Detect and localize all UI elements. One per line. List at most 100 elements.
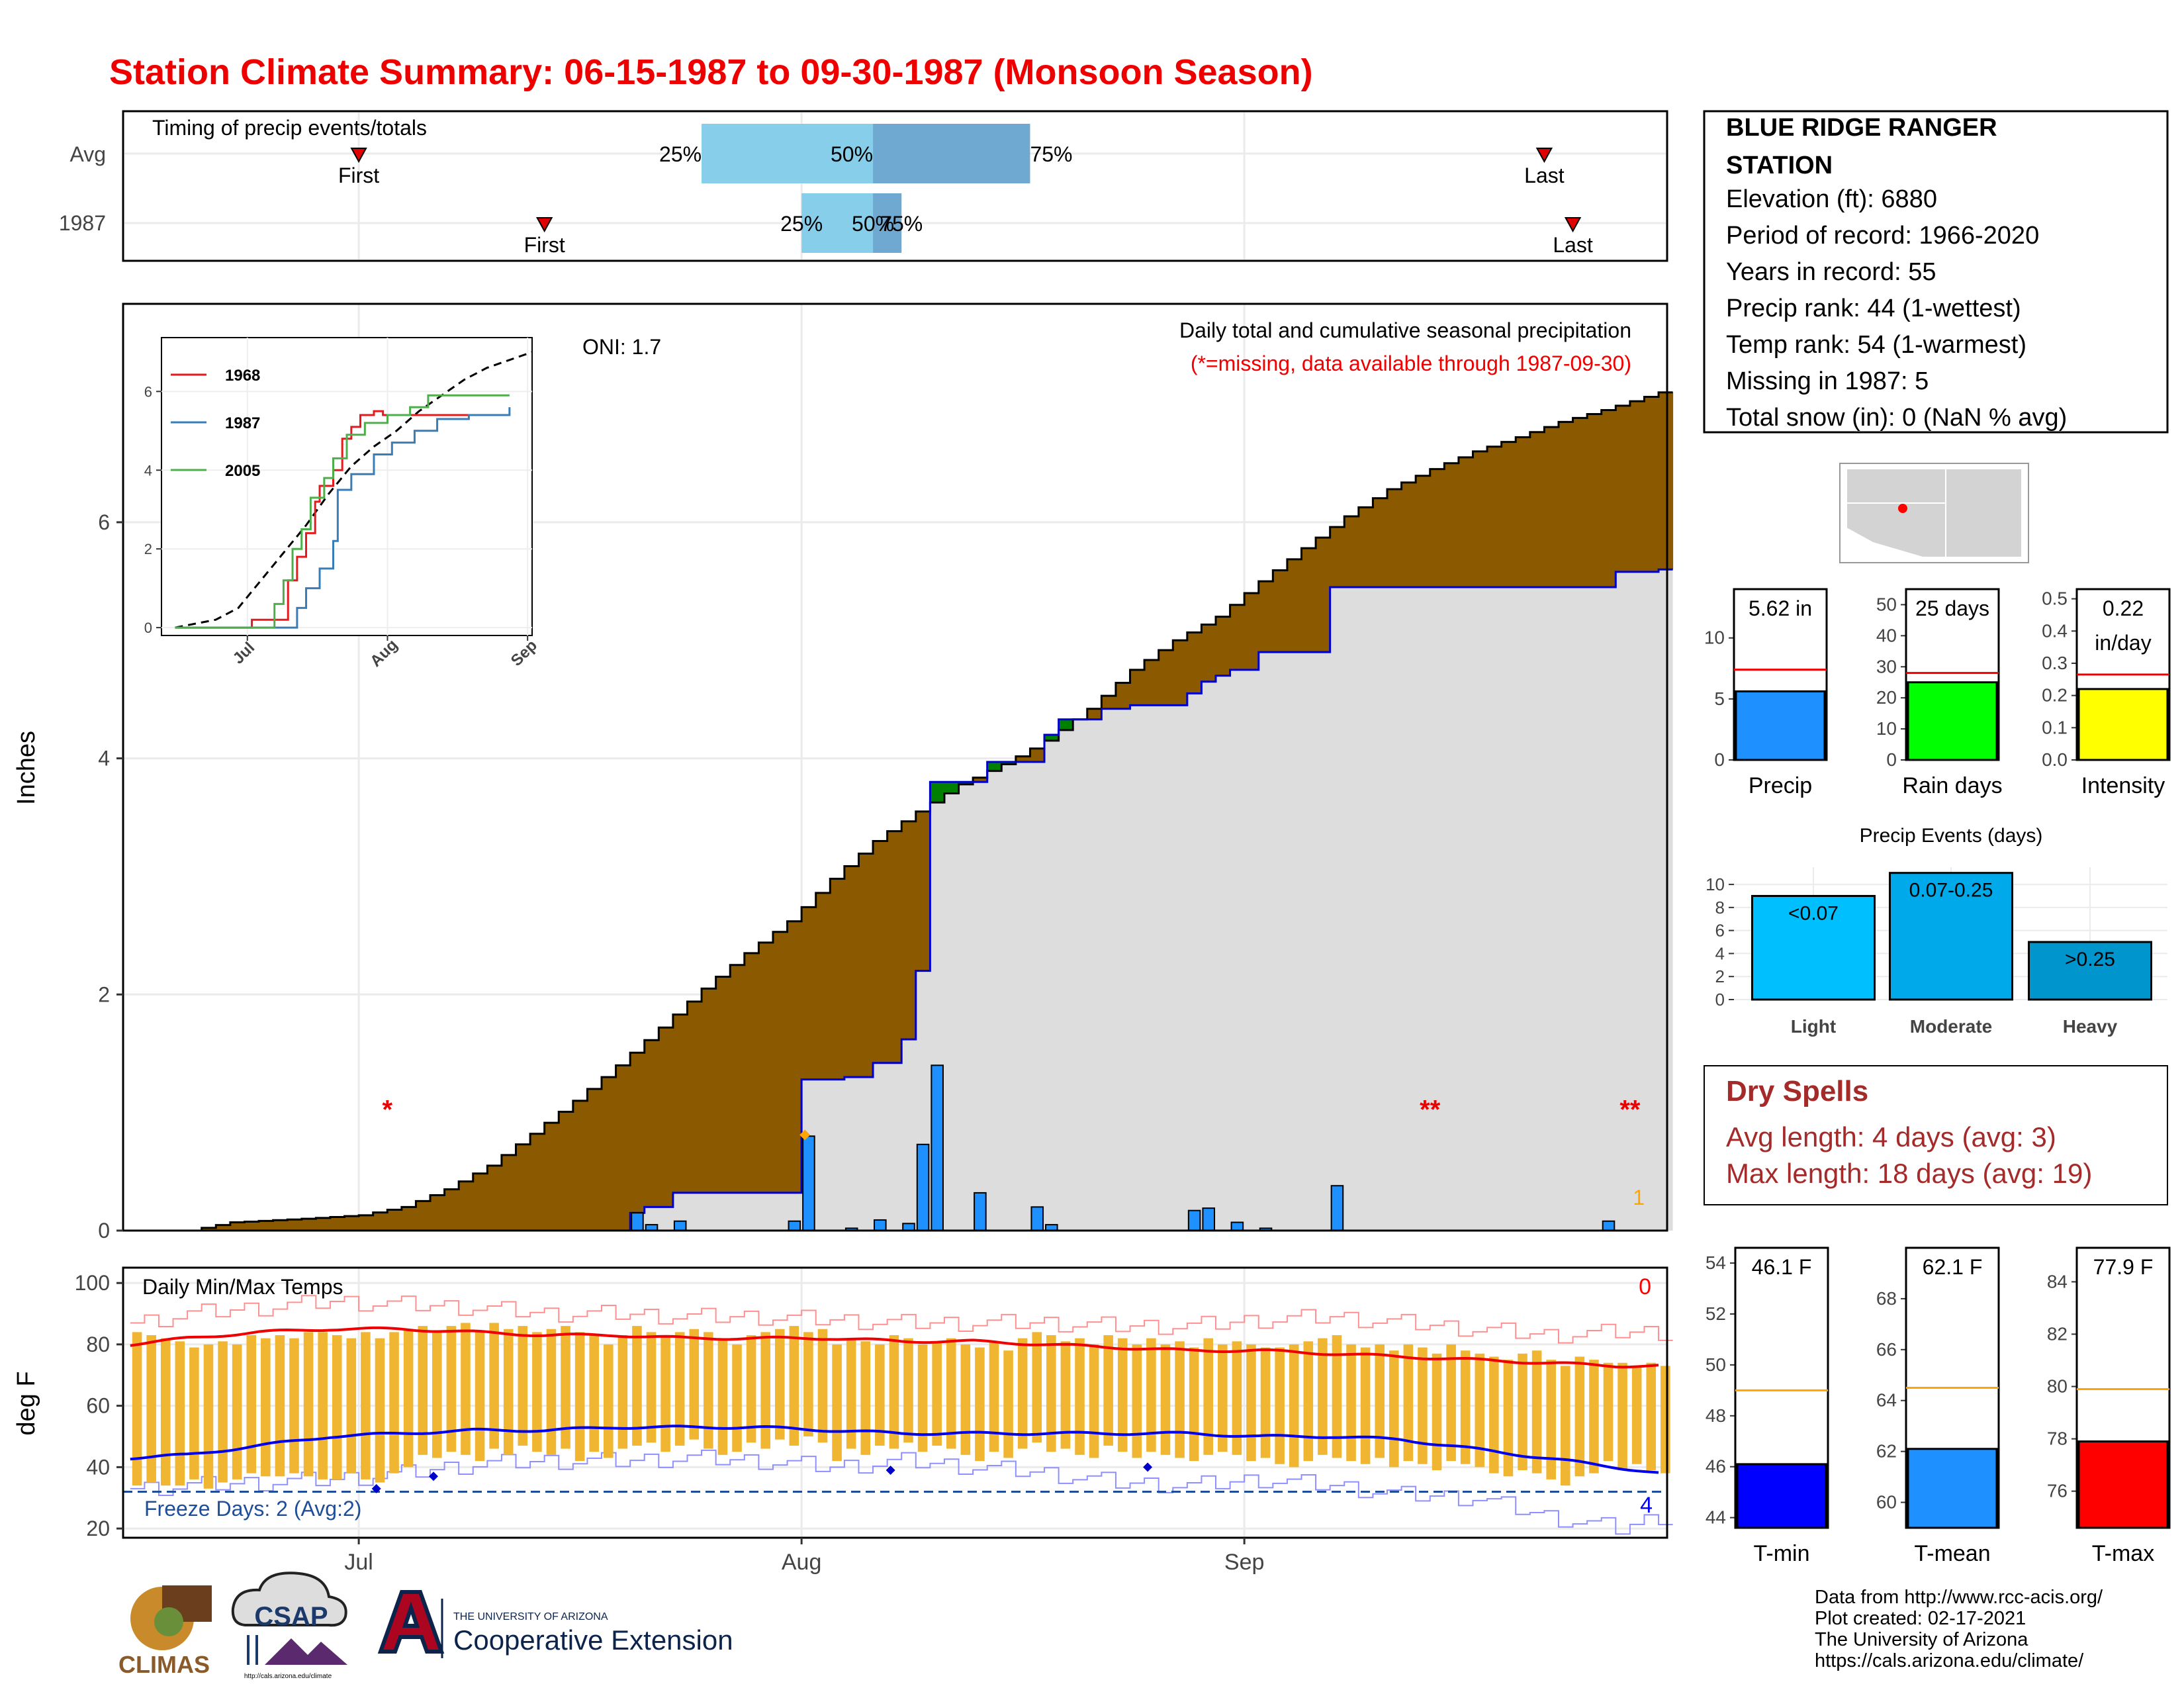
missing-mark: ** — [1619, 1096, 1641, 1125]
precip-y-tick-label: 2 — [98, 982, 110, 1006]
daily-temp-range-bar — [1289, 1344, 1299, 1468]
precip-deficit-band — [973, 777, 988, 782]
daily-temp-range-bar — [774, 1329, 785, 1440]
daily-temp-range-bar — [389, 1332, 399, 1474]
station-info-frame — [1703, 110, 2169, 434]
precip-deficit-band — [873, 841, 888, 1063]
precip-deficit-band — [844, 866, 859, 1078]
daily-temp-range-bar — [1446, 1344, 1456, 1462]
event-bar — [2028, 941, 2152, 1001]
inset-y-tick-label: 4 — [144, 462, 152, 479]
daily-temp-range-bar — [561, 1326, 570, 1449]
oni-label: ONI: 1.7 — [582, 335, 661, 359]
inset-avg-line — [175, 351, 533, 629]
daily-temp-range-bar — [860, 1341, 871, 1455]
precip-deficit-band — [401, 1207, 416, 1231]
precip-panel-frame — [122, 303, 1668, 1232]
precip-deficit-band — [487, 1165, 502, 1231]
precip-deficit-band — [1087, 708, 1102, 720]
temp-summary-value-text: 46.1 F — [1752, 1255, 1812, 1279]
precip-corner-count: 1 — [1633, 1186, 1645, 1209]
daily-temp-range-bar — [246, 1335, 257, 1474]
daily-temp-range-bar — [1460, 1350, 1471, 1464]
temp-summary-tick-label: 80 — [2047, 1376, 2068, 1397]
precip-deficit-band — [772, 931, 788, 1193]
inset-series-line — [175, 407, 511, 629]
daily-temp-range-bar — [1560, 1366, 1570, 1486]
daily-temp-range-bar — [232, 1344, 242, 1479]
daily-temp-range-bar — [532, 1332, 542, 1452]
precip-deficit-band — [901, 821, 917, 1040]
summary-bar-unit-text: in/day — [2095, 631, 2151, 655]
daily-temp-range-bar — [1032, 1332, 1042, 1443]
precip-deficit-band — [1444, 463, 1459, 588]
events-y-tick-label: 6 — [1715, 921, 1725, 941]
precip-deficit-band — [687, 1002, 702, 1193]
timing-bar-upper — [873, 124, 1030, 183]
precip-deficit-band — [1158, 650, 1173, 706]
daily-temp-range-bar — [632, 1326, 642, 1446]
precip-deficit-band — [830, 878, 845, 1080]
figure-title: Station Climate Summary: 06-15-1987 to 0… — [109, 52, 1313, 92]
temp-y-tick-label: 20 — [86, 1517, 110, 1540]
precip-deficit-band — [216, 1225, 231, 1231]
precip-deficit-band — [1358, 507, 1373, 588]
logos: CLIMAS CSAP http://cals.arizona.edu/clim… — [118, 1571, 733, 1680]
precip-deficit-band — [244, 1221, 259, 1231]
precip-events-chart: Precip Events (days) 0 2 46 8 10 <0.07 Light 0.… — [1706, 825, 2167, 1037]
precip-deficit-band — [1301, 548, 1316, 653]
ua-logo-small: THE UNIVERSITY OF ARIZONA — [453, 1611, 608, 1622]
daily-temp-range-bar — [1403, 1344, 1414, 1462]
temp-summary-fill — [1907, 1448, 1998, 1529]
event-bar-label: 0.07-0.25 — [1909, 880, 1993, 902]
inset-y-tick-label: 6 — [144, 383, 152, 400]
precip-deficit-band — [459, 1181, 474, 1231]
summary-bar-tick-label: 0.4 — [2042, 620, 2068, 641]
credits-line: The University of Arizona — [1815, 1629, 2028, 1650]
precip-deficit-band — [1216, 616, 1231, 676]
timing-marker — [535, 217, 553, 233]
daily-temp-range-bar — [917, 1344, 928, 1452]
temp-summary-tick-label: 50 — [1706, 1354, 1726, 1375]
daily-temp-range-bar — [975, 1347, 985, 1462]
daily-temp-range-bar — [760, 1332, 770, 1449]
precip-deficit-band — [1458, 457, 1473, 588]
temp-bottom-right-count: 4 — [1640, 1493, 1653, 1518]
daily-temp-range-bar — [1146, 1338, 1156, 1452]
event-category-label: Heavy — [2063, 1016, 2118, 1037]
dry-spells-avg: Avg length: 4 days (avg: 3) — [1726, 1121, 2056, 1152]
precip-deficit-band — [1015, 756, 1030, 762]
event-category-label: Moderate — [1910, 1016, 1992, 1037]
daily-temp-range-bar — [1432, 1353, 1442, 1470]
timing-pct-label: 75% — [1030, 142, 1072, 166]
precip-deficit-band — [887, 831, 902, 1063]
daily-temp-range-bar — [660, 1335, 670, 1452]
precip-surplus-band — [1058, 719, 1073, 730]
daily-temp-range-bar — [1103, 1335, 1113, 1446]
summary-bar-value-text: 25 days — [1915, 596, 1989, 620]
daily-temp-range-bar — [361, 1332, 371, 1479]
temp-summary-bar-2: 76 78 80 82 84 77.9 F T-max — [2047, 1246, 2171, 1566]
temp-summary-bars: 44 46 48 50 52 54 46.1 F T-min 60 62 64 66 68 62.1 F T… — [1706, 1246, 2171, 1566]
temp-summary-value-text: 77.9 F — [2093, 1255, 2154, 1279]
daily-temp-range-bar — [674, 1332, 685, 1446]
summary-bar-tick-label: 0.3 — [2042, 653, 2068, 673]
station-precip-rank: Precip rank: 44 (1-wettest) — [1726, 295, 2021, 322]
precip-deficit-band — [430, 1195, 445, 1231]
daily-precip-bar — [1202, 1207, 1216, 1231]
avg-max-temp-line — [130, 1326, 1659, 1369]
precip-deficit-band — [1115, 682, 1131, 709]
precip-surplus-band — [958, 782, 974, 784]
daily-temp-range-bar — [489, 1323, 499, 1449]
credits-line: Plot created: 02-17-2021 — [1815, 1608, 2026, 1629]
csap-logo-cloud — [231, 1571, 347, 1627]
daily-temp-range-bar — [1503, 1360, 1514, 1477]
daily-temp-range-bar — [1574, 1356, 1585, 1477]
timing-marker — [350, 148, 367, 164]
precip-y-tick-label: 6 — [98, 510, 110, 534]
precip-deficit-band — [373, 1212, 388, 1231]
timing-bar-lower — [702, 124, 874, 183]
dry-spells-max: Max length: 18 days (avg: 19) — [1726, 1158, 2092, 1189]
